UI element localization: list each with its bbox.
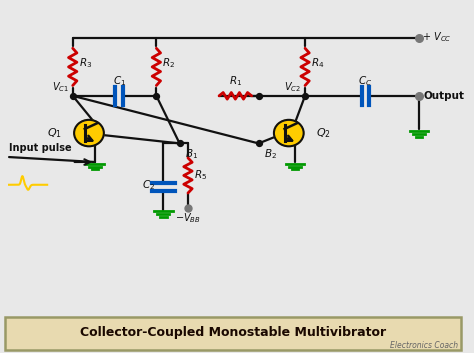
Text: $C_2$: $C_2$ (142, 178, 155, 192)
Point (184, 205, 192, 210)
Text: $C_C$: $C_C$ (358, 74, 373, 88)
Text: $Q_2$: $Q_2$ (316, 126, 331, 140)
Point (255, 140, 263, 146)
Text: Output: Output (424, 91, 465, 101)
Circle shape (74, 120, 104, 146)
Point (153, 93, 160, 98)
Text: $V_{C1}$: $V_{C1}$ (52, 80, 69, 94)
Point (255, 93, 263, 98)
FancyBboxPatch shape (5, 317, 461, 350)
Text: Input pulse: Input pulse (9, 143, 72, 152)
Text: $B_2$: $B_2$ (264, 147, 277, 161)
Point (301, 93, 309, 98)
Text: $Q_1$: $Q_1$ (47, 126, 62, 140)
Text: $R_2$: $R_2$ (163, 57, 175, 71)
Point (176, 140, 183, 146)
Point (69, 93, 76, 98)
Text: Electronics Coach: Electronics Coach (390, 341, 458, 350)
Text: $+\ V_{CC}$: $+\ V_{CC}$ (422, 30, 452, 44)
Text: $R_3$: $R_3$ (79, 57, 92, 71)
Text: $R_1$: $R_1$ (229, 74, 242, 88)
Text: $R_4$: $R_4$ (311, 57, 325, 71)
Text: Collector-Coupled Monostable Multivibrator: Collector-Coupled Monostable Multivibrat… (80, 327, 386, 339)
Text: $R_5$: $R_5$ (194, 169, 207, 183)
Text: $V_{C2}$: $V_{C2}$ (284, 80, 301, 94)
Text: $C_1$: $C_1$ (112, 74, 126, 88)
Text: $B_1$: $B_1$ (185, 147, 198, 161)
Circle shape (274, 120, 304, 146)
Point (415, 93, 423, 98)
Text: $-V_{BB}$: $-V_{BB}$ (175, 212, 201, 226)
Point (415, 35, 423, 41)
